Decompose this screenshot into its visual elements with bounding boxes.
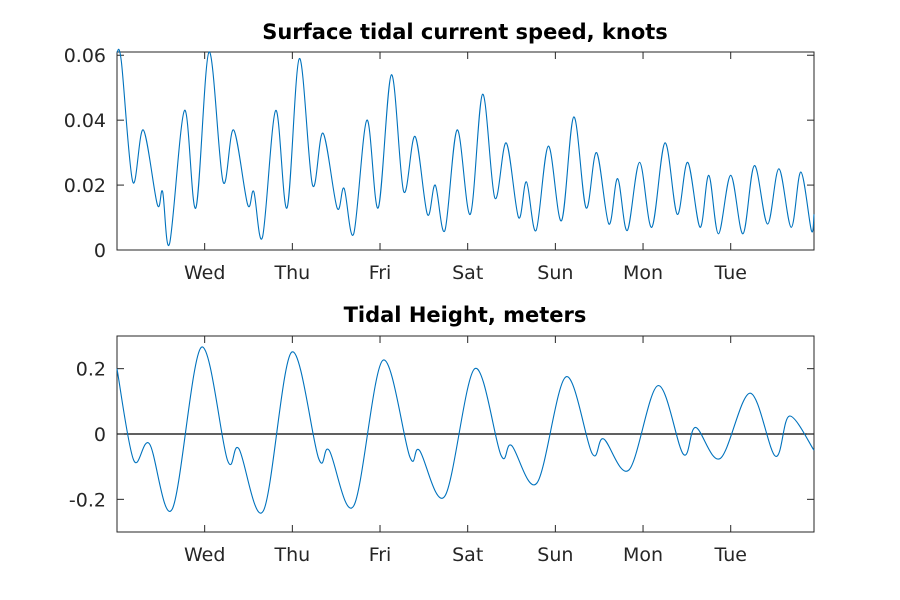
tidal-height-x-tick-label: Sat	[452, 544, 483, 566]
current-speed-axes	[116, 51, 815, 251]
tidal-height-panel: Tidal Height, meters -0.2 0 0.2 Wed Thu Fri Sa…	[69, 303, 815, 566]
current-speed-panel: Surface tidal current speed, knots 0 0.02…	[64, 20, 815, 284]
tidal-height-y-tick-label: 0.2	[76, 359, 106, 381]
current-speed-line	[116, 48, 815, 247]
tidal-height-line	[116, 346, 815, 514]
current-speed-x-tick-label: Wed	[184, 262, 225, 284]
current-speed-x-tick-label: Sat	[452, 262, 483, 284]
current-speed-x-tick-label: Thu	[273, 262, 310, 284]
tidal-height-title: Tidal Height, meters	[344, 303, 587, 327]
current-speed-ticks: 0 0.02 0.04 0.06 Wed Thu Fri Sat Sun Mon Tue	[64, 45, 814, 284]
current-speed-y-tick-label: 0.04	[64, 110, 106, 132]
tidal-height-x-tick-label: Wed	[184, 544, 225, 566]
current-speed-title: Surface tidal current speed, knots	[262, 20, 668, 44]
tidal-height-x-tick-label: Mon	[623, 544, 663, 566]
tidal-height-y-tick-label: -0.2	[69, 489, 106, 511]
current-speed-x-tick-label: Tue	[713, 262, 746, 284]
current-speed-y-tick-label: 0	[94, 240, 106, 262]
current-speed-y-tick-label: 0.02	[64, 175, 106, 197]
tidal-height-y-tick-label: 0	[94, 424, 106, 446]
tidal-height-x-tick-label: Tue	[713, 544, 746, 566]
current-speed-y-tick-label: 0.06	[64, 45, 106, 67]
current-speed-x-tick-label: Mon	[623, 262, 663, 284]
tidal-height-ticks: -0.2 0 0.2 Wed Thu Fri Sat Sun Mon Tue	[69, 336, 814, 566]
tidal-height-x-tick-label: Thu	[273, 544, 310, 566]
tidal-height-x-tick-label: Sun	[537, 544, 573, 566]
current-speed-x-tick-label: Sun	[537, 262, 573, 284]
tidal-height-x-tick-label: Fri	[369, 544, 392, 566]
current-speed-x-tick-label: Fri	[369, 262, 392, 284]
